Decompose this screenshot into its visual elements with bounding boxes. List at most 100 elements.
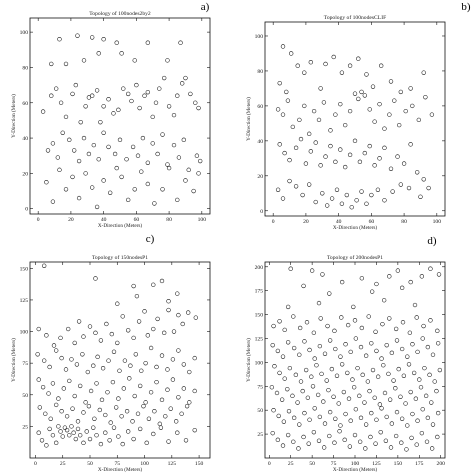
node-point xyxy=(184,403,190,409)
node-point xyxy=(286,408,292,414)
node-point xyxy=(284,89,289,95)
node-point xyxy=(67,378,72,384)
node-point xyxy=(112,151,118,157)
x-tick-label: 0 xyxy=(34,461,37,467)
node-point xyxy=(374,348,379,354)
node-point xyxy=(388,166,394,171)
node-point xyxy=(421,177,426,182)
node-point xyxy=(321,399,326,404)
node-point xyxy=(114,405,119,410)
node-point xyxy=(392,98,397,103)
node-point xyxy=(54,440,59,446)
node-point xyxy=(94,381,99,386)
node-point xyxy=(367,143,372,149)
node-point xyxy=(316,300,322,306)
node-point xyxy=(98,441,104,447)
node-point xyxy=(116,107,121,112)
node-point xyxy=(328,128,333,133)
node-point xyxy=(344,192,349,198)
node-point xyxy=(171,329,177,334)
node-point xyxy=(101,37,106,42)
node-point xyxy=(312,406,317,411)
node-point xyxy=(270,430,275,436)
node-point xyxy=(317,414,323,420)
node-point xyxy=(435,434,440,440)
y-tick-label: 50 xyxy=(257,408,263,414)
node-point xyxy=(134,82,139,88)
node-point xyxy=(166,299,171,304)
node-point xyxy=(142,309,147,314)
node-point xyxy=(42,263,47,268)
node-point xyxy=(425,344,431,350)
node-point xyxy=(424,439,430,444)
node-point xyxy=(413,396,419,401)
node-point xyxy=(352,138,358,144)
x-tick-label: 20 xyxy=(68,217,74,223)
node-point xyxy=(277,370,282,376)
node-point xyxy=(133,352,138,357)
node-point xyxy=(155,316,160,322)
node-point xyxy=(75,426,81,432)
node-point xyxy=(423,94,428,100)
node-point xyxy=(415,349,420,355)
node-point xyxy=(81,58,87,63)
node-point xyxy=(87,324,93,329)
node-point xyxy=(132,58,137,63)
node-point xyxy=(45,148,51,153)
node-point xyxy=(291,314,296,319)
node-point xyxy=(94,433,99,438)
x-tick-label: 50 xyxy=(309,461,315,467)
node-point xyxy=(369,410,374,416)
node-point xyxy=(76,319,82,324)
node-point xyxy=(401,161,407,166)
node-point xyxy=(145,181,150,187)
node-point xyxy=(108,420,113,425)
node-point xyxy=(81,135,87,141)
y-tick-label: 60 xyxy=(257,104,263,110)
panel-tag: d) xyxy=(427,235,437,247)
node-point xyxy=(135,153,141,158)
y-tick-label: 100 xyxy=(255,34,264,40)
node-point xyxy=(362,150,367,156)
node-point xyxy=(399,285,405,290)
x-tick-label: 25 xyxy=(60,461,66,467)
y-tick-label: 75 xyxy=(257,384,263,390)
node-point xyxy=(357,159,363,164)
node-point xyxy=(36,377,41,382)
node-point xyxy=(116,434,121,439)
node-point xyxy=(405,423,410,428)
node-point xyxy=(348,418,353,423)
node-point xyxy=(181,362,186,367)
node-point xyxy=(302,410,307,416)
node-point xyxy=(293,184,299,189)
node-point xyxy=(50,381,56,386)
node-point xyxy=(150,141,155,146)
node-point xyxy=(377,402,383,407)
node-point xyxy=(175,93,180,98)
scatter-panel-3: Topology of 150nodesP1 c) 0 25 50 75 100 125 150… xyxy=(10,233,211,473)
node-point xyxy=(170,377,176,382)
node-point xyxy=(337,429,342,434)
node-point xyxy=(334,187,340,192)
node-point xyxy=(409,435,414,441)
node-point xyxy=(50,141,56,146)
node-point xyxy=(91,363,96,368)
node-point xyxy=(193,100,198,105)
node-point xyxy=(54,348,59,353)
node-point xyxy=(136,319,142,324)
node-point xyxy=(342,437,347,443)
node-point xyxy=(322,421,328,426)
node-point xyxy=(183,178,188,183)
node-point xyxy=(187,400,192,405)
node-point xyxy=(393,326,399,332)
node-point xyxy=(345,322,351,328)
node-point xyxy=(70,406,75,411)
node-point xyxy=(307,182,312,187)
node-point xyxy=(111,349,117,354)
node-point xyxy=(111,111,116,116)
node-point xyxy=(135,411,141,416)
node-point xyxy=(72,148,77,153)
node-point xyxy=(49,61,54,67)
node-point xyxy=(64,428,70,433)
x-tick-label: 60 xyxy=(369,219,375,225)
